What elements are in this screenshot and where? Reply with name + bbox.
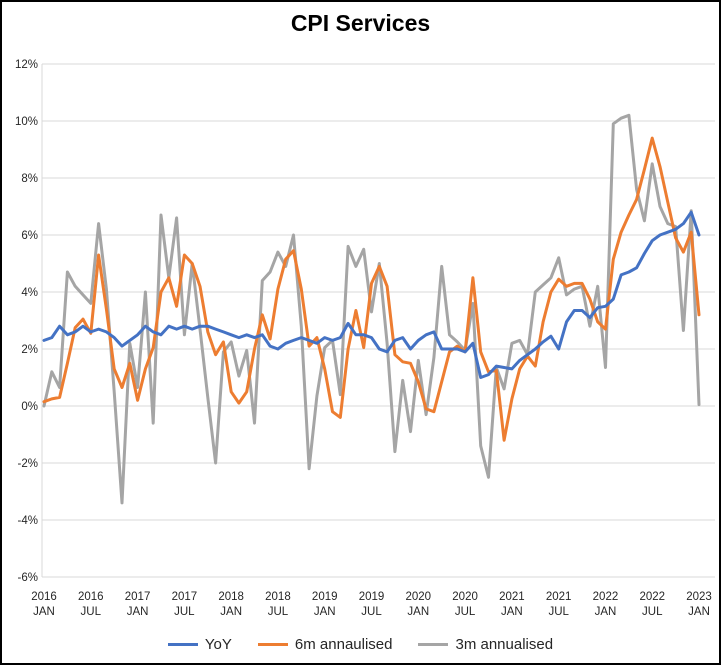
legend-item-6m-annaulised: 6m annaulised — [257, 636, 393, 653]
x-axis-tick-month: JUL — [548, 606, 569, 618]
x-axis-tick-month: JUL — [268, 606, 289, 618]
x-axis-tick-year: 2016 — [78, 591, 104, 603]
x-axis-tick-year: 2018 — [265, 591, 291, 603]
x-axis-tick-year: 2021 — [499, 591, 525, 603]
chart-legend: YoY 6m annaulised 3m annualised — [2, 636, 719, 653]
x-axis-tick-year: 2019 — [312, 591, 338, 603]
legend-line-swatch — [167, 643, 198, 646]
legend-item-yoy: YoY — [167, 636, 232, 653]
x-axis-tick-year: 2016 — [31, 591, 57, 603]
x-axis-tick-month: JAN — [314, 606, 336, 618]
chart-plot-area: 12% 10% 8% 6% 4% 2% 0% -2% -4% -6% 2016 JAN 2016 JUL 2… — [15, 59, 715, 618]
y-axis-tick-label: -2% — [18, 458, 38, 470]
x-axis-tick-year: 2017 — [172, 591, 198, 603]
x-axis-tick-month: JAN — [33, 606, 55, 618]
x-axis-tick-year: 2022 — [639, 591, 665, 603]
series-line-yoy — [42, 210, 701, 379]
x-axis-tick-year: 2020 — [406, 591, 432, 603]
y-axis-tick-label: 2% — [21, 344, 38, 356]
x-axis-tick-month: JAN — [688, 606, 710, 618]
legend-line-swatch — [257, 643, 288, 646]
y-axis-tick-label: -6% — [18, 572, 38, 584]
y-axis-tick-label: 10% — [15, 116, 38, 128]
x-axis-tick-month: JUL — [81, 606, 102, 618]
x-axis-tick-year: 2020 — [452, 591, 478, 603]
y-axis-tick-label: 6% — [21, 230, 38, 242]
x-axis-tick-year: 2017 — [125, 591, 151, 603]
x-axis-tick-year: 2022 — [593, 591, 619, 603]
legend-item-3m-annualised: 3m annualised — [418, 636, 553, 653]
legend-label: 3m annualised — [455, 636, 554, 653]
x-axis-tick-year: 2023 — [686, 591, 712, 603]
legend-label: YoY — [204, 636, 232, 653]
x-axis-tick-month: JAN — [501, 606, 523, 618]
y-axis-tick-label: 8% — [21, 173, 38, 185]
x-axis-tick-month: JAN — [595, 606, 617, 618]
series-line-3m-annualised — [42, 113, 701, 505]
y-axis-tick-label: 4% — [21, 287, 38, 299]
y-axis-tick-label: 12% — [15, 59, 38, 71]
x-axis-tick-month: JUL — [174, 606, 195, 618]
x-axis-tick-month: JAN — [127, 606, 149, 618]
x-axis-tick-year: 2018 — [218, 591, 244, 603]
chart-title: CPI Services — [290, 10, 431, 36]
y-axis-tick-label: -4% — [18, 515, 38, 527]
series-line-6m-annaulised — [42, 136, 701, 442]
x-axis-tick-month: JUL — [455, 606, 476, 618]
y-axis-tick-label: 0% — [21, 401, 38, 413]
x-axis-tick-year: 2021 — [546, 591, 572, 603]
x-axis-tick-month: JAN — [220, 606, 242, 618]
legend-label: 6m annaulised — [294, 636, 393, 653]
x-axis-tick-month: JUL — [642, 606, 663, 618]
legend-line-swatch — [418, 643, 449, 646]
x-axis-tick-month: JAN — [407, 606, 429, 618]
x-axis-tick-month: JUL — [361, 606, 382, 618]
x-axis-tick-year: 2019 — [359, 591, 385, 603]
